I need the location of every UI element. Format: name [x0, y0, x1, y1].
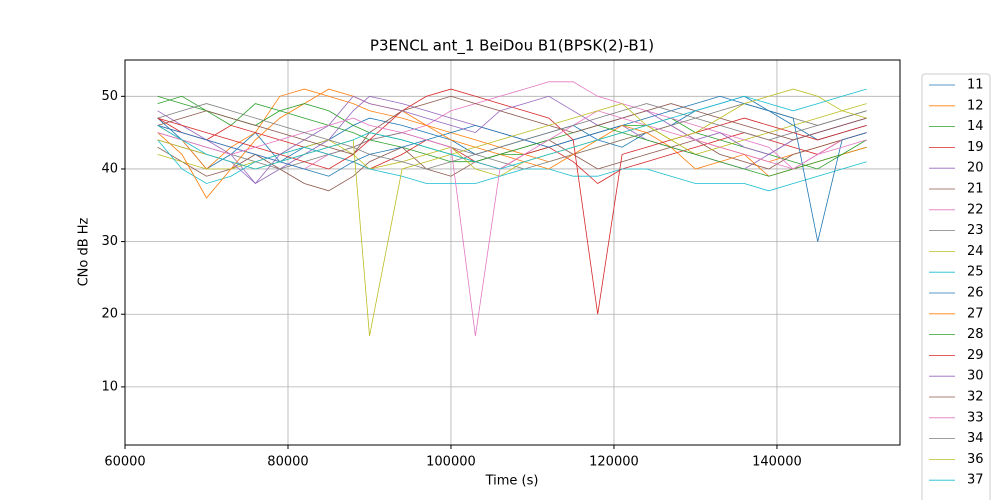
- legend-label: 33: [967, 410, 984, 425]
- series-line: [157, 88, 867, 337]
- legend-label: 24: [967, 244, 984, 259]
- legend-label: 29: [967, 348, 984, 363]
- series-line: [157, 110, 867, 337]
- legend-label: 11: [967, 78, 984, 93]
- y-axis-label: CNo dB Hz: [77, 217, 92, 286]
- legend-label: 23: [967, 223, 984, 238]
- y-tick-label: 30: [101, 234, 118, 249]
- x-tick-label: 120000: [589, 455, 639, 470]
- series-line: [157, 95, 867, 185]
- series-line: [157, 88, 867, 315]
- legend-label: 32: [967, 390, 984, 405]
- chart-title: P3ENCL ant_1 BeiDou B1(BPSK(2)-B1): [370, 37, 654, 56]
- legend-label: 36: [967, 452, 984, 467]
- y-tick-label: 40: [101, 161, 118, 176]
- series-line: [157, 95, 867, 155]
- legend-label: 30: [967, 369, 984, 384]
- series-line: [157, 88, 867, 199]
- series-line: [157, 81, 867, 170]
- x-axis-label: Time (s): [485, 474, 539, 489]
- legend-label: 27: [967, 306, 984, 321]
- legend-label: 37: [967, 473, 984, 488]
- y-tick-label: 10: [101, 379, 118, 394]
- x-tick-label: 80000: [267, 455, 308, 470]
- legend-label: 25: [967, 265, 984, 280]
- legend-label: 20: [967, 161, 984, 176]
- x-tick-label: 60000: [104, 455, 145, 470]
- legend-label: 26: [967, 286, 984, 301]
- y-tick-label: 50: [101, 89, 118, 104]
- legend-label: 28: [967, 327, 984, 342]
- legend-label: 14: [967, 119, 984, 134]
- series-line: [157, 139, 867, 192]
- series-line: [157, 103, 867, 170]
- series-line: [157, 88, 867, 170]
- legend-label: 19: [967, 140, 984, 155]
- series-line: [157, 95, 867, 185]
- legend-label: 22: [967, 202, 984, 217]
- x-tick-label: 140000: [752, 455, 802, 470]
- legend-box: [921, 73, 991, 500]
- series-line: [157, 95, 867, 177]
- legend-label: 12: [967, 98, 984, 113]
- legend-label: 34: [967, 431, 984, 446]
- plot-frame: [124, 59, 901, 446]
- legend-label: 21: [967, 182, 984, 197]
- y-tick-label: 20: [101, 307, 118, 322]
- x-tick-label: 100000: [426, 455, 476, 470]
